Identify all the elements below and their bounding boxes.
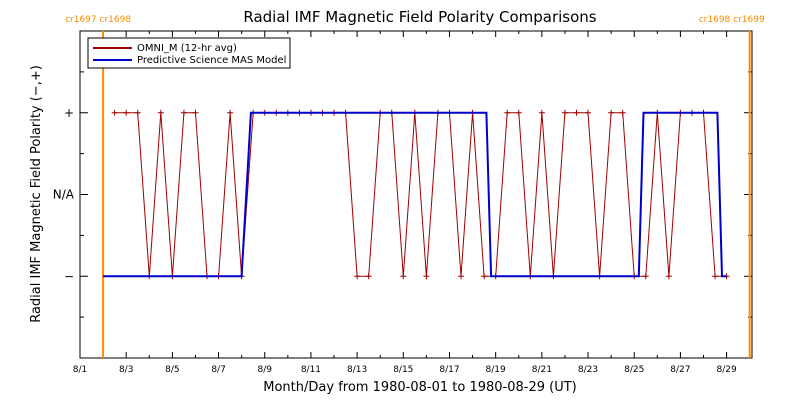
- x-tick-labels: 8/1 8/3 8/5 8/7 8/9 8/11 8/13 8/15 8/17 8/19 8/21 8…: [73, 365, 737, 375]
- legend-box: [87, 37, 291, 69]
- series-point-omni: [227, 109, 234, 116]
- series-point-omni: [365, 273, 372, 280]
- x-tick-label: 8/1: [73, 365, 87, 375]
- legend: OMNI_M (12-hr avg) Predictive Science MA…: [87, 37, 291, 69]
- series-point-omni: [585, 109, 592, 116]
- carrington-marker-label: cr1698 cr1699: [699, 15, 765, 25]
- series-point-omni: [665, 273, 672, 280]
- y-tick-label: +: [64, 106, 74, 120]
- x-tick-label: 8/9: [258, 365, 273, 375]
- legend-label-omni: OMNI_M (12-hr avg): [137, 43, 237, 54]
- series-point-omni: [134, 109, 141, 116]
- x-tick-label: 8/29: [716, 365, 736, 375]
- series-point-omni: [481, 273, 488, 280]
- series-point-omni: [458, 273, 465, 280]
- y-tick-label: −: [64, 269, 74, 283]
- series-point-omni: [515, 109, 522, 116]
- series-point-omni: [561, 109, 568, 116]
- series-layer: [103, 109, 730, 280]
- x-tick-label: 8/13: [347, 365, 367, 375]
- x-tick-label: 8/23: [578, 365, 598, 375]
- carrington-markers: cr1697 cr1698 cr1698 cr1699: [65, 15, 765, 358]
- x-tick-label: 8/15: [393, 365, 413, 375]
- series-line-mas: [103, 111, 727, 278]
- x-tick-label: 8/19: [486, 365, 506, 375]
- series-point-omni: [608, 109, 615, 116]
- series-point-omni: [192, 109, 199, 116]
- series-point-omni: [573, 109, 580, 116]
- y-axis-label: Radial IMF Magnetic Field Polarity (−,+): [29, 65, 44, 323]
- x-tick-label: 8/7: [211, 365, 225, 375]
- y-tick-label: N/A: [53, 188, 75, 202]
- x-tick-label: 8/27: [670, 365, 690, 375]
- axis-ticks: [79, 31, 752, 358]
- x-tick-label: 8/17: [439, 365, 459, 375]
- series-point-omni: [712, 273, 719, 280]
- x-tick-label: 8/3: [119, 365, 133, 375]
- series-point-omni: [157, 109, 164, 116]
- x-tick-label: 8/11: [301, 365, 321, 375]
- series-point-omni: [354, 273, 361, 280]
- chart-title: Radial IMF Magnetic Field Polarity Compa…: [243, 8, 596, 26]
- y-tick-labels: + N/A −: [53, 106, 75, 284]
- legend-label-mas: Predictive Science MAS Model: [137, 55, 286, 66]
- series-point-omni: [111, 109, 118, 116]
- series-point-omni: [642, 273, 649, 280]
- x-tick-label: 8/21: [532, 365, 552, 375]
- x-axis-label: Month/Day from 1980-08-01 to 1980-08-29 …: [263, 380, 576, 395]
- x-tick-label: 8/5: [165, 365, 179, 375]
- series-point-omni: [400, 273, 407, 280]
- series-point-omni: [423, 273, 430, 280]
- series-point-omni: [123, 109, 130, 116]
- series-point-omni: [619, 109, 626, 116]
- series-point-omni: [504, 109, 511, 116]
- series-point-omni: [180, 109, 187, 116]
- carrington-marker-label: cr1697 cr1698: [65, 15, 131, 25]
- series-point-omni: [538, 109, 545, 116]
- x-tick-label: 8/25: [624, 365, 644, 375]
